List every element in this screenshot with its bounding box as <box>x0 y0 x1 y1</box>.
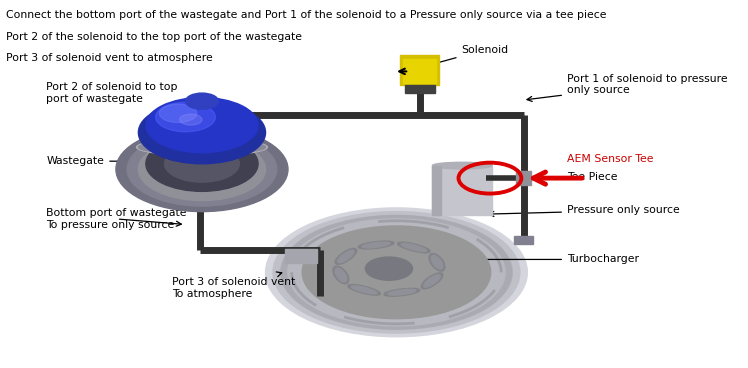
Text: Tee Piece: Tee Piece <box>533 171 618 182</box>
Bar <box>403 59 436 83</box>
Ellipse shape <box>138 140 266 154</box>
Bar <box>516 171 531 185</box>
Circle shape <box>186 93 218 109</box>
Circle shape <box>281 216 512 329</box>
Circle shape <box>156 102 215 132</box>
Circle shape <box>266 208 527 337</box>
Ellipse shape <box>362 242 390 248</box>
Circle shape <box>273 212 520 333</box>
Text: Pressure only source: Pressure only source <box>489 205 680 216</box>
Ellipse shape <box>337 250 354 263</box>
Text: Wastegate: Wastegate <box>46 156 174 166</box>
Circle shape <box>280 215 512 329</box>
Ellipse shape <box>335 268 347 282</box>
Ellipse shape <box>401 243 426 251</box>
Bar <box>514 236 533 244</box>
Ellipse shape <box>398 242 430 253</box>
Text: Solenoid: Solenoid <box>418 45 509 69</box>
Text: Port 3 of solenoid vent to atmosphere: Port 3 of solenoid vent to atmosphere <box>6 53 212 63</box>
Ellipse shape <box>348 284 380 295</box>
Circle shape <box>138 138 266 201</box>
Ellipse shape <box>432 162 492 169</box>
Circle shape <box>138 101 266 164</box>
Text: Connect the bottom port of the wastegate and Port 1 of the solenoid to a Pressur: Connect the bottom port of the wastegate… <box>6 10 607 20</box>
Circle shape <box>116 127 288 212</box>
Ellipse shape <box>335 248 357 264</box>
Bar <box>432 166 441 215</box>
Ellipse shape <box>388 289 416 295</box>
Text: AEM Sensor Tee: AEM Sensor Tee <box>567 154 654 164</box>
Circle shape <box>159 104 197 123</box>
Bar <box>285 249 316 263</box>
Bar <box>405 85 435 93</box>
Text: Port 2 of solenoid to top
port of wastegate: Port 2 of solenoid to top port of wasteg… <box>46 82 196 107</box>
Circle shape <box>146 98 258 153</box>
Bar <box>432 166 492 215</box>
Circle shape <box>146 136 258 191</box>
Text: Bottom port of wastegate
To pressure only source: Bottom port of wastegate To pressure onl… <box>46 208 187 230</box>
Circle shape <box>165 145 239 182</box>
Ellipse shape <box>429 254 445 271</box>
Text: Port 2 of the solenoid to the top port of the wastegate: Port 2 of the solenoid to the top port o… <box>6 32 302 42</box>
Ellipse shape <box>384 289 420 296</box>
Ellipse shape <box>333 266 349 284</box>
Circle shape <box>365 257 413 280</box>
Text: Turbocharger: Turbocharger <box>462 254 639 265</box>
Circle shape <box>302 226 491 319</box>
Ellipse shape <box>136 139 268 156</box>
Circle shape <box>180 114 202 125</box>
Ellipse shape <box>421 273 443 289</box>
Circle shape <box>127 132 277 206</box>
Text: Port 1 of solenoid to pressure
only source: Port 1 of solenoid to pressure only sour… <box>527 74 728 102</box>
Bar <box>400 55 439 85</box>
Circle shape <box>288 219 505 326</box>
Ellipse shape <box>424 275 441 287</box>
Ellipse shape <box>431 255 443 269</box>
Ellipse shape <box>358 241 394 249</box>
Ellipse shape <box>352 286 377 294</box>
Text: Port 3 of solenoid vent
To atmosphere: Port 3 of solenoid vent To atmosphere <box>172 272 295 298</box>
